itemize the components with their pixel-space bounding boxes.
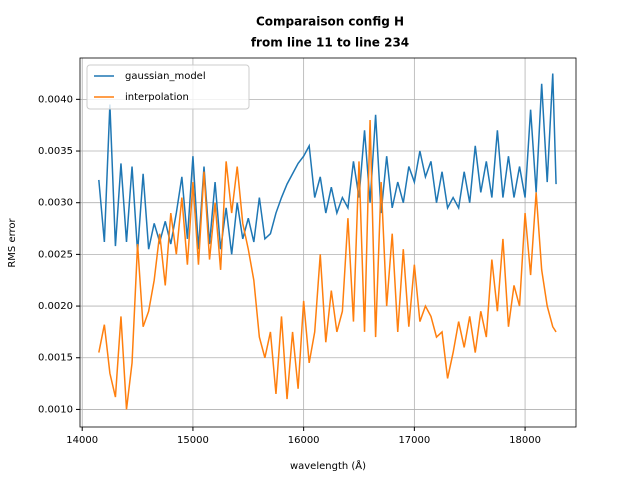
x-tick-label: 15000 [177,435,209,446]
x-tick-label: 14000 [66,435,98,446]
legend-label: gaussian_model [125,71,206,82]
x-axis-label: wavelength (Å) [290,459,366,472]
legend-label: interpolation [125,92,189,103]
data-line [98,73,557,255]
y-tick-label: 0.0020 [38,301,73,312]
x-tick-label: 17000 [398,435,430,446]
x-tick-label: 16000 [288,435,320,446]
legend-box [86,64,250,110]
y-tick-label: 0.0010 [38,404,73,415]
y-tick-label: 0.0035 [38,146,73,157]
y-tick-label: 0.0030 [38,198,73,209]
y-axis-label: RMS error [7,217,18,267]
x-tick-label: 18000 [509,435,541,446]
plot-frame [79,57,577,428]
chart-title: Comparaison config H [256,15,404,29]
y-tick-label: 0.0015 [38,353,73,364]
chart-title: from line 11 to line 234 [251,36,409,50]
legend: gaussian_model interpolation [86,64,250,110]
y-tick-label: 0.0025 [38,249,73,260]
data-line [98,120,557,410]
y-tick-label: 0.0040 [38,94,73,105]
